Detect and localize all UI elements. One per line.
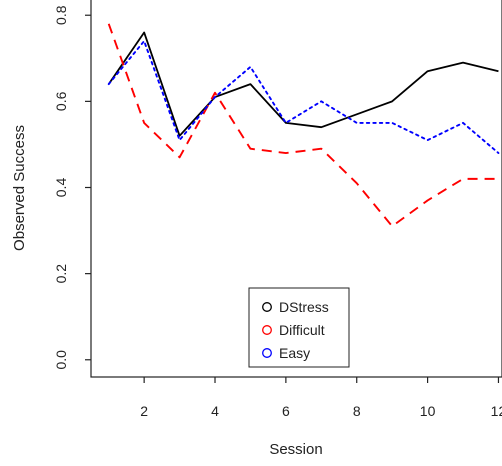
- x-tick-label: 2: [140, 403, 148, 419]
- series-line-difficult: [107, 23, 499, 228]
- x-tick-label: 4: [211, 403, 219, 419]
- x-axis: 2 4 6 8 10 12: [140, 377, 502, 419]
- legend-label-dstress: DStress: [279, 299, 329, 315]
- y-tick-label: 0.8: [53, 5, 69, 25]
- y-tick-label: 0.6: [53, 91, 69, 111]
- legend-label-difficult: Difficult: [279, 322, 325, 338]
- x-tick-label: 12: [491, 403, 502, 419]
- legend-box: [248, 287, 350, 368]
- y-tick-label: 0.0: [53, 350, 69, 370]
- x-tick-label: 10: [420, 403, 436, 419]
- series-line-dstress: [107, 31, 499, 137]
- y-tick-label: 0.4: [53, 178, 69, 198]
- y-axis-label: Observed Success: [11, 125, 28, 251]
- series-layer: [107, 23, 500, 228]
- y-tick-label: 0.2: [53, 264, 69, 284]
- legend-marker-dstress: [262, 302, 272, 312]
- x-axis-label: Session: [269, 441, 322, 458]
- x-tick-label: 6: [282, 403, 290, 419]
- x-tick-label: 8: [353, 403, 361, 419]
- legend-label-easy: Easy: [279, 345, 310, 361]
- legend-marker-easy: [262, 348, 272, 358]
- series-line-easy: [107, 40, 500, 154]
- legend: DStress Difficult Easy: [248, 287, 350, 368]
- legend-marker-difficult: [262, 325, 272, 335]
- y-axis: 0.0 0.2 0.4 0.6 0.8: [53, 5, 91, 370]
